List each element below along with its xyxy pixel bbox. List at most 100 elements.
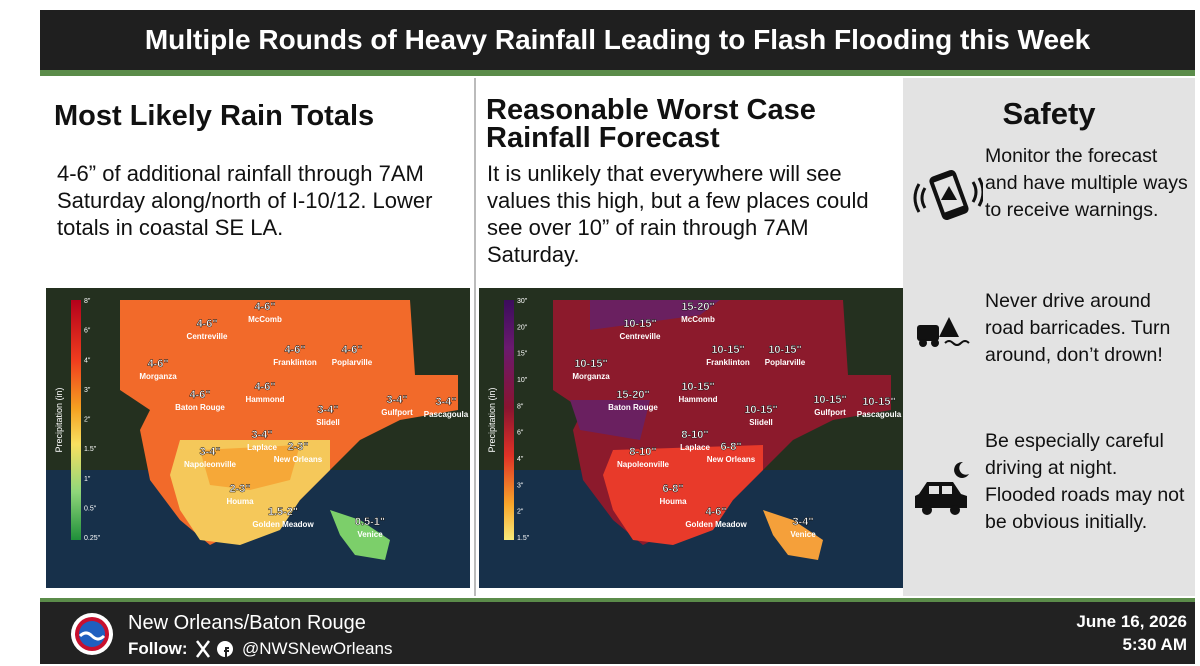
rain-label: 3-4"	[199, 446, 220, 458]
rain-label: 4-6"	[147, 358, 168, 370]
phone-icon	[913, 170, 983, 220]
rain-label: 3-4"	[251, 429, 272, 441]
place-label: Golden Meadow	[252, 520, 314, 529]
legend-tick: 0.5"	[84, 505, 97, 512]
place-label: Venice	[790, 530, 816, 539]
legend-tick: 0.25"	[84, 535, 101, 542]
place-label: Baton Rouge	[608, 403, 658, 412]
legend-tick: 1"	[84, 476, 91, 483]
safety-item: Monitor the forecast and have multiple w…	[985, 145, 1188, 221]
rain-label: 2-3"	[229, 483, 250, 495]
time: 5:30 AM	[1122, 635, 1187, 654]
place-label: Franklinton	[706, 358, 750, 367]
rain-label: 2-3"	[287, 441, 308, 453]
place-label: Napoleonville	[184, 460, 237, 469]
rain-label: 3-4"	[792, 516, 813, 528]
rain-label: 10-15"	[862, 396, 895, 408]
rain-label: 3-4"	[317, 404, 338, 416]
legend-title: Precipitation (in)	[54, 387, 64, 452]
column-text: It is unlikely that everywhere will see …	[487, 161, 869, 267]
place-label: Slidell	[749, 418, 773, 427]
rain-label: 1.5-2"	[268, 506, 298, 518]
place-label: Golden Meadow	[685, 520, 747, 529]
place-label: Houma	[659, 497, 687, 506]
rain-label: 10-15"	[623, 318, 656, 330]
rain-label: 4-6"	[254, 301, 275, 313]
map-right	[479, 288, 903, 588]
rain-label: 4-6"	[341, 344, 362, 356]
place-label: Napoleonville	[617, 460, 670, 469]
legend-title: Precipitation (in)	[487, 387, 497, 452]
legend-tick: 6"	[517, 430, 524, 437]
social-icons	[196, 640, 233, 658]
legend-tick: 6"	[84, 328, 91, 335]
place-label: Pascagoula	[424, 410, 469, 419]
legend-tick: 1.5"	[84, 446, 97, 453]
follow-label: Follow:	[128, 639, 188, 658]
place-label: McComb	[681, 315, 715, 324]
rain-label: 3-4"	[386, 394, 407, 406]
safety-item: Be especially careful driving at night. …	[985, 430, 1185, 533]
legend-tick: 2"	[517, 509, 524, 516]
rain-label: 10-15"	[681, 381, 714, 393]
place-label: Slidell	[316, 418, 340, 427]
place-label: Poplarville	[765, 358, 806, 367]
place-label: New Orleans	[274, 455, 323, 464]
rain-label: 0.5-1"	[355, 516, 385, 528]
night-car-icon	[915, 461, 969, 515]
rain-label: 4-6"	[189, 389, 210, 401]
rain-label: 4-6"	[284, 344, 305, 356]
rain-label: 10-15"	[574, 358, 607, 370]
legend-tick: 20"	[517, 324, 528, 331]
column-heading: Reasonable Worst Case Rainfall Forecast	[486, 94, 816, 154]
rain-label: 3-4"	[435, 396, 456, 408]
place-label: Hammond	[245, 395, 284, 404]
rain-label: 8-10"	[681, 429, 708, 441]
place-label: Pascagoula	[857, 410, 902, 419]
place-label: Centreville	[187, 332, 228, 341]
column-heading: Most Likely Rain Totals	[54, 100, 375, 132]
legend-tick: 8"	[517, 403, 524, 410]
rain-label: 4-6"	[196, 318, 217, 330]
safety-heading: Safety	[1002, 96, 1096, 131]
map-left	[46, 288, 470, 588]
place-label: Morganza	[572, 372, 610, 381]
date: June 16, 2026	[1076, 612, 1187, 631]
rain-label: 10-15"	[744, 404, 777, 416]
legend-tick: 2"	[84, 417, 91, 424]
place-label: Laplace	[247, 443, 277, 452]
legend-tick: 10"	[517, 377, 528, 384]
place-label: Centreville	[620, 332, 661, 341]
rain-label: 6-8"	[662, 483, 683, 495]
legend-tick: 3"	[517, 482, 524, 489]
place-label: Gulfport	[814, 408, 846, 417]
legend-tick: 15"	[517, 351, 528, 358]
rain-label: 15-20"	[616, 389, 649, 401]
social-handle: @NWSNewOrleans	[242, 639, 393, 658]
rain-label: 6-8"	[720, 441, 741, 453]
rain-label: 10-15"	[768, 344, 801, 356]
place-label: Houma	[226, 497, 254, 506]
header-title: Multiple Rounds of Heavy Rainfall Leadin…	[40, 10, 1195, 76]
barricade-icon	[917, 317, 970, 347]
place-label: Franklinton	[273, 358, 317, 367]
legend-tick: 4"	[84, 357, 91, 364]
office-name: New Orleans/Baton Rouge	[128, 612, 366, 634]
place-label: Baton Rouge	[175, 403, 225, 412]
rain-label: 4-6"	[254, 381, 275, 393]
place-label: Laplace	[680, 443, 710, 452]
place-label: Poplarville	[332, 358, 373, 367]
rain-label: 8-10"	[629, 446, 656, 458]
rain-label: 10-15"	[813, 394, 846, 406]
place-label: McComb	[248, 315, 282, 324]
footer: New Orleans/Baton Rouge Follow: @NWSNewO…	[40, 598, 1195, 664]
legend-bar	[504, 300, 514, 540]
place-label: Venice	[357, 530, 383, 539]
nws-logo	[71, 613, 113, 655]
legend-tick: 30"	[517, 298, 528, 305]
safety-item: Never drive around road barricades. Turn…	[985, 290, 1171, 366]
place-label: Gulfport	[381, 408, 413, 417]
place-label: New Orleans	[707, 455, 756, 464]
